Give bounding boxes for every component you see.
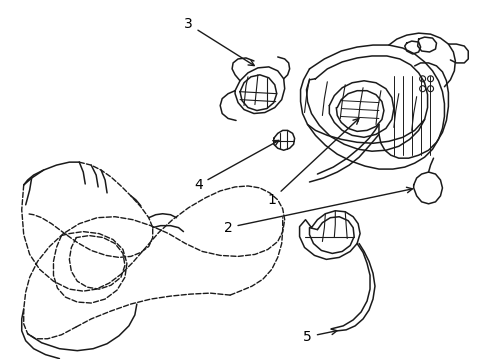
Text: 1: 1 (267, 118, 358, 207)
Text: 4: 4 (194, 140, 278, 192)
Text: 3: 3 (183, 17, 254, 66)
Text: 2: 2 (224, 187, 411, 235)
Text: 5: 5 (303, 329, 336, 344)
